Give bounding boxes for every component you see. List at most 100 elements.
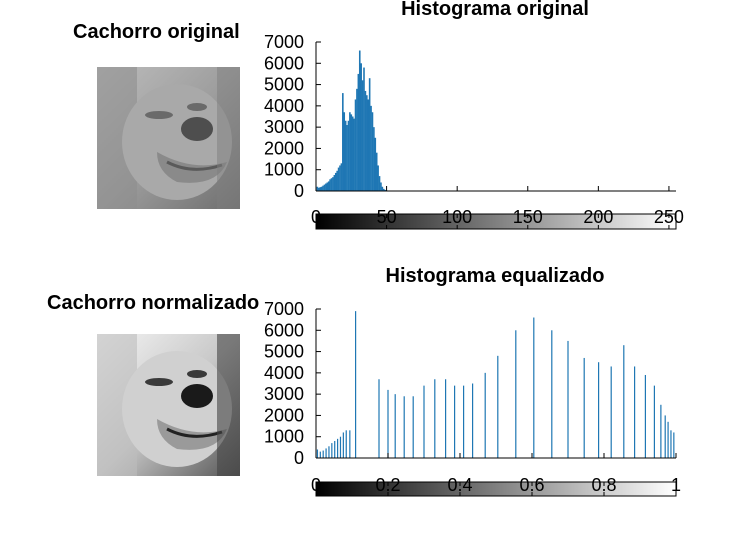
histogram-bar	[380, 182, 382, 191]
histogram-bar	[485, 373, 486, 458]
x-tick-label: 150	[513, 207, 543, 227]
x-tick-label: 100	[442, 207, 472, 227]
y-tick-label: 4000	[264, 363, 304, 383]
y-tick-label: 2000	[264, 138, 304, 158]
histogram-bar	[551, 330, 552, 458]
histogram-bar	[328, 446, 329, 458]
x-tick-label: 0	[311, 475, 321, 495]
histogram-bar	[387, 390, 388, 458]
dog-image-normalized	[97, 334, 240, 476]
y-tick-label: 1000	[264, 427, 304, 447]
histogram-bar	[376, 153, 378, 191]
histogram-bar	[660, 405, 661, 458]
histogram-bar	[343, 112, 345, 191]
histogram-bar	[623, 345, 624, 458]
histogram-bar	[358, 74, 360, 191]
histogram-equalized-title: Histograma equalizado	[386, 265, 605, 287]
histogram-bar	[335, 173, 337, 191]
histogram-bar	[337, 439, 338, 458]
y-tick-label: 6000	[264, 53, 304, 73]
histogram-bar	[360, 63, 362, 191]
y-tick-label: 1000	[264, 160, 304, 180]
x-tick-label: 0.2	[375, 475, 400, 495]
histogram-bar	[322, 186, 324, 191]
histogram-bar	[341, 163, 343, 191]
x-tick-label: 1	[671, 475, 681, 495]
histogram-bar	[320, 452, 321, 458]
y-tick-label: 3000	[264, 117, 304, 137]
histogram-bar	[372, 112, 374, 191]
histogram-original-bars	[317, 51, 391, 191]
histogram-bar	[317, 187, 319, 191]
histogram-bar	[374, 138, 376, 191]
histogram-bar	[359, 51, 361, 191]
y-tick-label: 7000	[264, 299, 304, 319]
histogram-bar	[348, 121, 350, 191]
y-tick-label: 6000	[264, 320, 304, 340]
histogram-bar	[346, 430, 347, 458]
histogram-bar	[369, 78, 371, 191]
histogram-bar	[325, 184, 327, 191]
histogram-original-title: Histograma original	[401, 0, 589, 20]
histogram-bar	[395, 394, 396, 458]
histogram-bar	[370, 106, 372, 191]
histogram-bar	[349, 112, 351, 191]
histogram-bar	[329, 179, 331, 191]
histogram-bar	[404, 396, 405, 458]
histogram-bar	[463, 386, 464, 458]
y-tick-label: 5000	[264, 75, 304, 95]
histogram-bar	[324, 185, 326, 191]
histogram-bar	[355, 311, 356, 458]
histogram-bar	[665, 415, 666, 458]
histogram-bar	[362, 80, 364, 191]
y-tick-label: 4000	[264, 96, 304, 116]
histogram-bar	[352, 117, 354, 192]
histogram-original-chart: Histograma original 0 1000200030004000500…	[264, 0, 684, 229]
histogram-bar	[567, 341, 568, 458]
histogram-bar	[423, 386, 424, 458]
histogram-bar	[497, 356, 498, 458]
histogram-bar	[598, 362, 599, 458]
histogram-bar	[378, 379, 379, 458]
histogram-bar	[331, 178, 333, 191]
histogram-bar	[317, 449, 318, 458]
x-tick-label: 0.8	[591, 475, 616, 495]
y-tick-label: 5000	[264, 342, 304, 362]
histogram-bar	[515, 330, 516, 458]
histogram-bar	[454, 386, 455, 458]
x-tick-label: 0	[311, 207, 321, 227]
histogram-bar	[326, 182, 328, 191]
histogram-bar	[331, 443, 332, 458]
histogram-bar	[365, 91, 367, 191]
histogram-bar	[434, 379, 435, 458]
histogram-bar	[325, 448, 326, 458]
x-tick-label: 0.6	[519, 475, 544, 495]
y-tick-label: 7000	[264, 32, 304, 52]
histogram-bar	[373, 127, 375, 191]
histogram-bar	[339, 165, 341, 191]
histogram-bar	[634, 366, 635, 458]
histogram-equalized-axes	[316, 309, 676, 496]
histogram-bar	[346, 125, 348, 191]
y-tick-label: 0	[294, 448, 304, 468]
histogram-bar	[355, 99, 357, 191]
histogram-bar	[340, 437, 341, 458]
x-tick-label: 200	[583, 207, 613, 227]
histogram-bar	[319, 187, 321, 191]
histogram-bar	[353, 119, 355, 191]
histogram-bar	[645, 375, 646, 458]
histogram-bar	[584, 358, 585, 458]
histogram-bar	[445, 379, 446, 458]
histogram-bar	[533, 318, 534, 458]
y-tick-label: 3000	[264, 384, 304, 404]
histogram-bar	[349, 430, 350, 458]
y-tick-label: 2000	[264, 405, 304, 425]
histogram-bar	[363, 68, 365, 191]
histogram-equalized-chart: Histograma equalizado 010002000300040005…	[264, 265, 681, 496]
grayscale-colorbar	[316, 482, 676, 496]
histogram-bar	[413, 396, 414, 458]
histogram-bar	[334, 175, 336, 191]
x-tick-label: 50	[377, 207, 397, 227]
